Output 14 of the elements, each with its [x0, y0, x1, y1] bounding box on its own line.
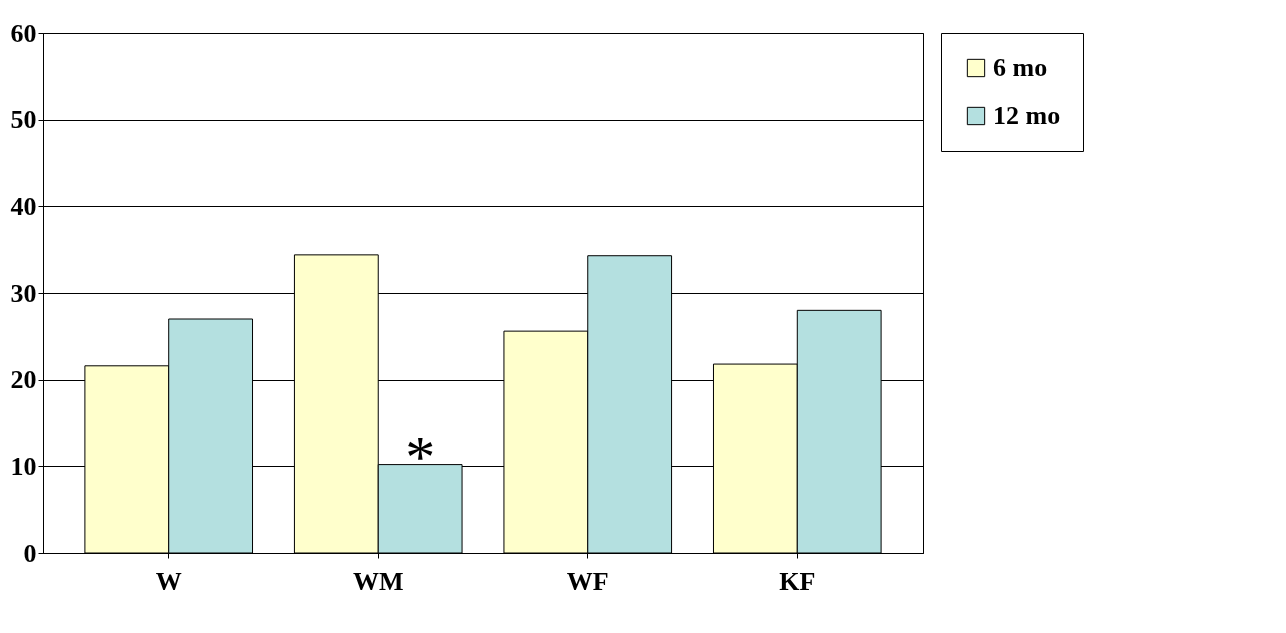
annotation: *: [405, 423, 436, 490]
x-tick-label: WM: [352, 566, 404, 596]
x-tick-label: WF: [566, 566, 609, 596]
y-tick-label: 30: [10, 278, 37, 308]
y-tick-label: 50: [10, 105, 37, 135]
y-tick-label: 40: [10, 191, 37, 221]
legend-label: 12 mo: [993, 101, 1061, 130]
y-tick-label: 10: [10, 451, 37, 481]
legend-label: 6 mo: [993, 53, 1048, 82]
x-tick-label: KF: [779, 566, 816, 596]
y-tick-label: 20: [10, 365, 37, 395]
x-tick-label: W: [155, 566, 182, 596]
y-tick-label: 0: [23, 538, 37, 568]
y-tick-label: 60: [10, 18, 37, 48]
